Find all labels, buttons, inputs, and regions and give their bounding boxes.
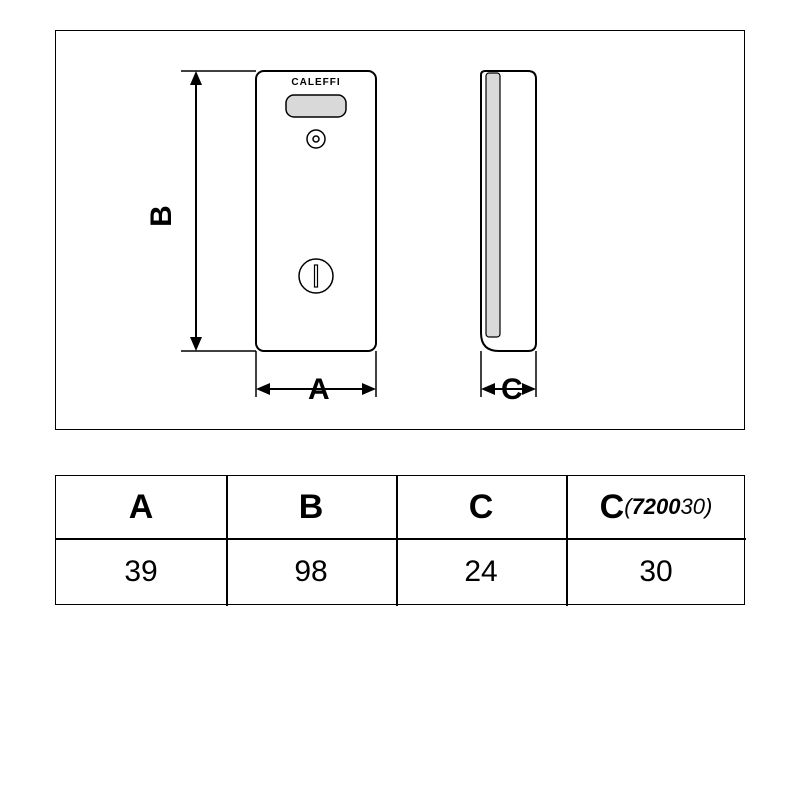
dim-label-b: B (145, 205, 178, 227)
dim-label-a: A (308, 373, 330, 406)
dim-label-c: C (501, 373, 523, 406)
canvas: CALEFFIBAC ABCC (720030)39982430 (0, 0, 800, 800)
table-value: 24 (396, 538, 566, 606)
table-value: 39 (56, 538, 226, 606)
table-header: B (226, 476, 396, 538)
table-value: 30 (566, 538, 746, 606)
display-screen (286, 95, 346, 117)
table-header: A (56, 476, 226, 538)
brand-label: CALEFFI (291, 77, 340, 88)
technical-drawing: CALEFFI B A C (56, 31, 746, 431)
table-header: C (720030) (566, 476, 746, 538)
side-panel (486, 73, 500, 337)
table-value: 98 (226, 538, 396, 606)
drawing-frame: CALEFFI B A C (55, 30, 745, 430)
dimension-table: ABCC (720030) 39982430 (55, 475, 745, 605)
table-header: C (396, 476, 566, 538)
